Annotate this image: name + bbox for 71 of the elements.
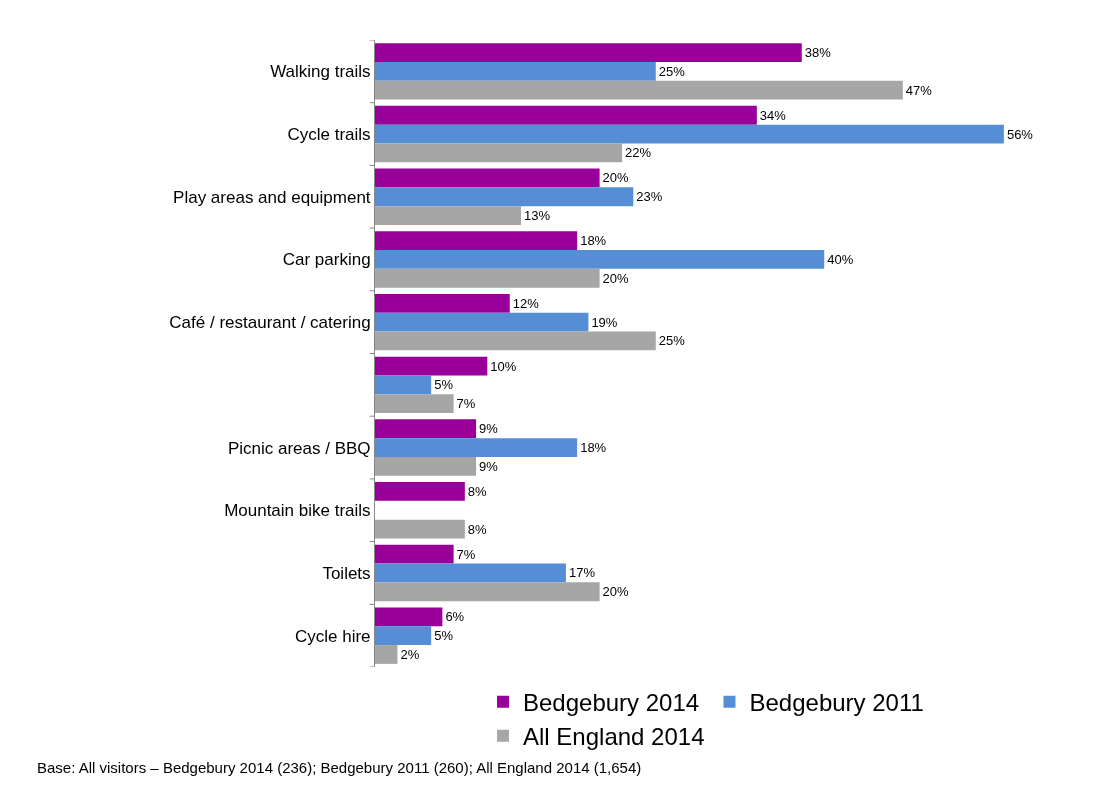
data-label: 5% <box>434 628 454 644</box>
data-label: 25% <box>658 333 686 349</box>
y-tick-label: Cycle trails <box>287 125 371 144</box>
y-tick-label: Picnic areas / BBQ <box>227 438 371 458</box>
data-label: 40% <box>827 251 854 267</box>
y-tick-label: Café / restaurant / catering <box>169 313 371 333</box>
data-label: 34% <box>759 107 787 123</box>
bar <box>375 482 465 501</box>
bar <box>375 293 510 313</box>
bar <box>375 544 454 564</box>
data-label: 20% <box>602 270 630 286</box>
bar <box>375 438 578 457</box>
data-label: 20% <box>602 170 630 186</box>
data-label: 10% <box>490 358 517 374</box>
bar <box>375 250 825 269</box>
bar <box>375 456 477 476</box>
legend-label: All England 2014 <box>523 723 705 751</box>
y-tick-label: Car parking <box>282 250 371 270</box>
data-label: 23% <box>636 189 663 205</box>
data-label: 17% <box>568 565 596 581</box>
bar <box>375 105 757 125</box>
data-label: 18% <box>580 440 607 456</box>
bar <box>375 607 443 627</box>
bar <box>375 143 623 163</box>
data-label: 7% <box>456 396 476 412</box>
bar <box>375 394 454 414</box>
bar <box>375 80 903 100</box>
bar <box>375 563 566 583</box>
data-label: 25% <box>658 63 686 79</box>
data-label: 12% <box>512 295 540 311</box>
data-label: 6% <box>445 609 465 625</box>
legend-label: Bedgebury 2014 <box>523 689 700 716</box>
data-label: 2% <box>400 646 420 662</box>
bar <box>375 168 600 188</box>
bar <box>375 519 465 539</box>
data-label: 13% <box>523 208 551 224</box>
bar <box>375 268 600 288</box>
bar <box>375 419 477 439</box>
data-label: 47% <box>905 82 933 98</box>
bar <box>375 582 600 602</box>
bar <box>375 312 589 332</box>
y-tick-label: Mountain bike trails <box>224 501 371 521</box>
data-label: 5% <box>434 377 454 393</box>
bar <box>375 375 432 395</box>
y-tick-label: Play areas and equipment <box>173 187 371 207</box>
bar <box>375 187 634 207</box>
data-label: 8% <box>467 521 488 537</box>
bar <box>375 231 578 251</box>
bar <box>375 331 656 351</box>
data-label: 22% <box>625 145 652 161</box>
data-label: 9% <box>479 458 499 474</box>
data-label: 18% <box>580 233 607 249</box>
text: Base: All visitors – Bedgebury 2014 (236); Bedgebury 2011 (260); All England 2014 (1,654) <box>37 759 642 776</box>
bar <box>375 206 521 225</box>
data-label: 38% <box>804 45 832 61</box>
bar <box>375 645 398 664</box>
bar <box>375 61 656 81</box>
y-tick-label: Cycle hire <box>295 626 371 646</box>
data-label: 19% <box>591 314 618 330</box>
data-label: 9% <box>479 421 499 437</box>
y-tick-label: Walking trails <box>270 62 371 82</box>
bar <box>375 43 802 62</box>
bar <box>375 356 488 376</box>
y-tick-label: Toilets <box>322 563 371 583</box>
data-label: 20% <box>602 584 630 600</box>
bar <box>375 626 432 646</box>
data-label: 7% <box>456 546 476 562</box>
data-label: 56% <box>1006 126 1034 142</box>
data-label: 8% <box>467 483 488 499</box>
legend-label: Bedgebury 2011 <box>749 689 924 716</box>
bar <box>375 124 1004 144</box>
